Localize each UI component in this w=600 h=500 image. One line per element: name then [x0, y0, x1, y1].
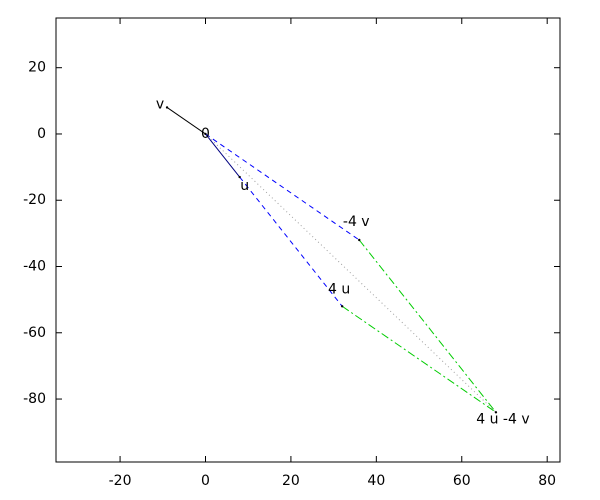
- point-label: 4 u: [328, 281, 350, 297]
- y-tick-label: 0: [37, 126, 46, 142]
- vector-segment: [239, 176, 343, 307]
- y-tick-label: 20: [28, 60, 46, 76]
- y-tick-label: -20: [23, 192, 46, 208]
- vector-segment: [205, 133, 241, 178]
- point-label: -4 v: [343, 214, 370, 230]
- x-tick-label: -20: [109, 473, 132, 489]
- point: [494, 411, 498, 414]
- point: [358, 238, 361, 242]
- y-tick-label: -80: [23, 391, 46, 407]
- point-label: 0: [201, 126, 210, 142]
- x-tick-label: 40: [367, 473, 385, 489]
- x-tick-label: 60: [453, 473, 471, 489]
- point-label: u: [240, 178, 249, 194]
- point: [165, 106, 169, 109]
- point: [340, 305, 344, 308]
- x-tick-label: 0: [201, 473, 210, 489]
- plot-frame: [55, 17, 561, 463]
- y-tick-label: -40: [23, 259, 46, 275]
- y-tick-label: -60: [23, 325, 46, 341]
- vector-segment: [358, 239, 497, 413]
- vector-segment: [205, 133, 497, 413]
- vector-segment: [205, 133, 360, 241]
- point: [204, 132, 207, 136]
- point-label: 4 u -4 v: [476, 411, 529, 427]
- x-tick-label: 20: [282, 473, 300, 489]
- point-label: v: [156, 96, 164, 112]
- point: [238, 175, 241, 179]
- vector-segment: [166, 107, 206, 135]
- vector-segment: [341, 305, 497, 413]
- x-tick-label: 80: [538, 473, 556, 489]
